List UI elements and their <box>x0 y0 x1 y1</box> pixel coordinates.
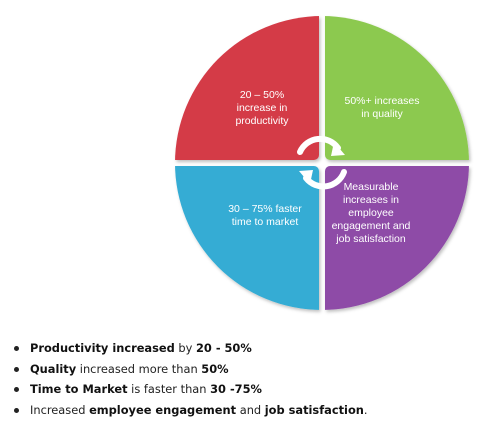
benefit-text: . <box>363 402 368 417</box>
benefit-item: Increased employee engagement and job sa… <box>14 400 368 421</box>
quadrant-bottom-left <box>175 166 319 310</box>
benefit-emphasis: 50% <box>201 361 229 376</box>
quadrant-label-line: employee <box>348 207 394 219</box>
benefit-emphasis: employee engagement <box>89 402 237 417</box>
quadrant-label-line: 50%+ increases <box>344 95 419 107</box>
quadrant-label-quality: 50%+ increases in quality <box>344 95 419 120</box>
bullet-icon <box>14 346 19 351</box>
cycle-arrows-icon <box>297 135 347 190</box>
benefit-emphasis: job satisfaction <box>264 402 364 417</box>
bullet-icon <box>14 366 19 372</box>
quadrant-label-time-to-market: 30 – 75% faster time to market <box>228 203 302 228</box>
quadrant-top-left <box>175 16 319 160</box>
bullet-icon <box>14 387 19 392</box>
bullet-icon <box>14 407 19 413</box>
quadrant-top-right <box>325 16 469 160</box>
quadrant-label-engagement: Measurable increases in employee engagement… <box>332 181 411 245</box>
benefit-emphasis: Productivity increased <box>30 341 175 355</box>
benefits-list: Productivity increased by 20 - 50% Qualit… <box>14 338 368 420</box>
benefit-emphasis: 30 -75% <box>210 382 262 396</box>
quadrant-label-line: engagement and <box>332 220 411 232</box>
quadrant-label-line: in quality <box>361 108 403 120</box>
quadrant-label-line: increases in <box>343 194 399 206</box>
quadrant-label-line: 30 – 75% faster <box>228 203 302 215</box>
benefit-emphasis: Quality <box>30 361 77 376</box>
benefit-item: Time to Market is faster than 30 -75% <box>14 379 368 400</box>
quadrant-label-productivity: 20 – 50% increase in productivity <box>235 89 289 127</box>
benefit-text: and <box>236 402 265 417</box>
benefit-text: Increased <box>30 402 90 417</box>
benefit-emphasis: Time to Market <box>30 382 128 396</box>
quadrant-label-line: 20 – 50% <box>240 89 284 101</box>
quadrant-cycle-diagram: 20 – 50% increase in productivity 50%+ inc… <box>175 16 469 310</box>
quadrant-label-line: increase in <box>237 102 288 114</box>
benefit-text: by <box>174 341 196 355</box>
quadrant-label-line: Measurable <box>344 181 399 193</box>
benefit-text: increased more than <box>76 361 202 376</box>
benefit-emphasis: 20 - 50% <box>196 341 252 355</box>
benefit-item: Quality increased more than 50% <box>14 359 368 380</box>
benefit-item: Productivity increased by 20 - 50% <box>14 338 368 359</box>
benefit-text: is faster than <box>127 382 211 396</box>
quadrant-label-line: time to market <box>232 216 299 228</box>
quadrant-label-line: productivity <box>235 115 289 127</box>
quadrant-label-line: job satisfaction <box>335 233 406 245</box>
